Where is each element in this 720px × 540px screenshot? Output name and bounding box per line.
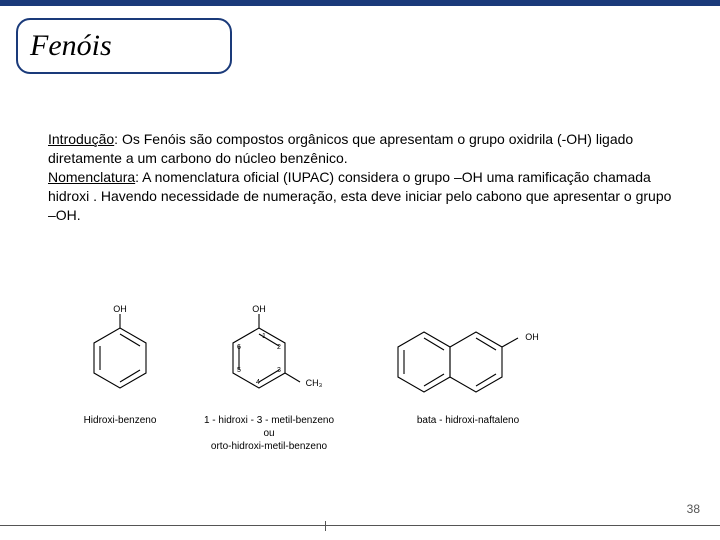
slide-title: Fenóis [30,29,112,63]
title-box: Fenóis [16,18,232,74]
diagram-naftaleno: OH bata - hidroxi-naftaleno [368,300,568,427]
structure-phenol: OH [70,300,170,410]
top-accent-bar [0,0,720,6]
num-3: 3 [277,367,281,374]
nomen-text: : A nomenclatura oficial (IUPAC) conside… [48,169,671,223]
num-4: 4 [256,379,260,386]
diagram-caption-1: Hidroxi-benzeno [84,414,157,427]
oh-label: OH [113,304,127,314]
diagram-caption-2: 1 - hidroxi - 3 - metil-benzeno ou orto-… [204,414,334,453]
chemical-diagrams: OH Hidroxi-benzeno OH CH₃ 1 2 3 4 5 6 1 … [70,300,630,460]
ch3-label: CH₃ [306,378,323,388]
intro-label: Introdução [48,131,114,147]
diagram-caption-3: bata - hidroxi-naftaleno [417,414,519,427]
body-text: Introdução: Os Fenóis são compostos orgâ… [48,130,680,224]
num-2: 2 [277,344,281,351]
bottom-tick [325,521,326,531]
num-6: 6 [237,344,241,351]
num-5: 5 [237,367,241,374]
diagram-hidroxi-benzeno: OH Hidroxi-benzeno [70,300,170,427]
structure-methylphenol: OH CH₃ 1 2 3 4 5 6 [194,300,344,410]
oh-label-2: OH [252,304,266,314]
intro-text: : Os Fenóis são compostos orgânicos que … [48,131,633,166]
num-1: 1 [262,333,266,340]
page-number: 38 [687,502,700,516]
bottom-divider [0,525,720,526]
nomen-label: Nomenclatura [48,169,135,185]
oh-label-3: OH [525,332,539,342]
structure-naphthol: OH [368,300,568,410]
diagram-metil-benzeno: OH CH₃ 1 2 3 4 5 6 1 - hidroxi - 3 - met… [194,300,344,453]
